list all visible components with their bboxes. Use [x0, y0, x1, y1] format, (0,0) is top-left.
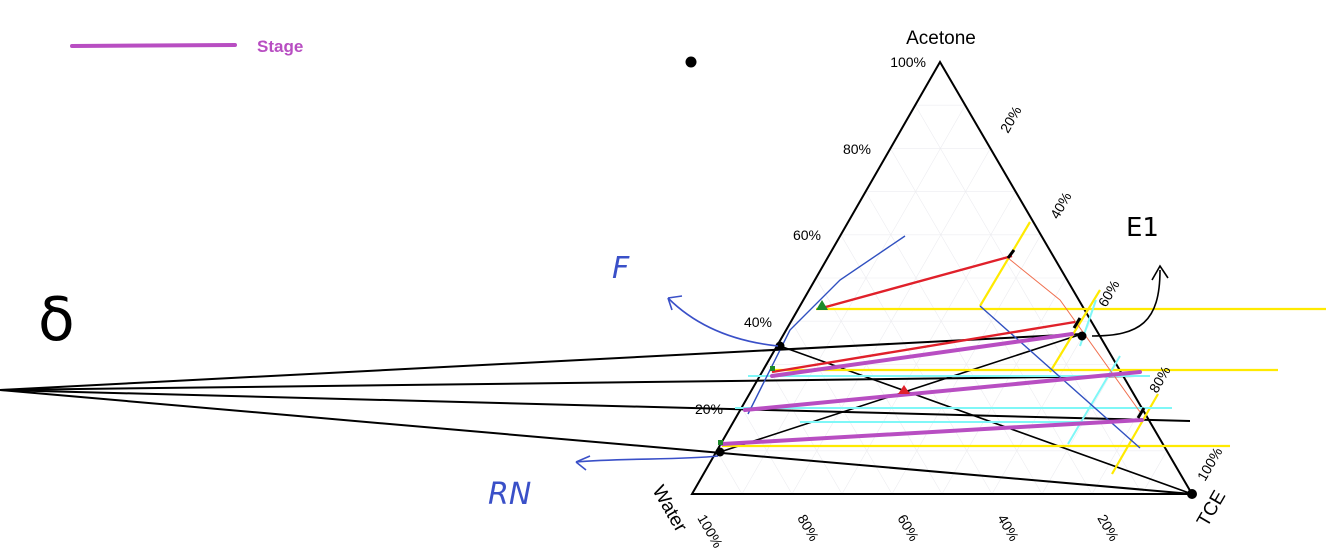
vertex-label-water: Water: [648, 482, 692, 536]
bottom-tick-80: 80%: [794, 512, 822, 544]
vertex-label-tce: TCE: [1193, 487, 1230, 530]
grid-line: [1141, 450, 1168, 495]
ternary-triangle: [690, 60, 1194, 495]
left-tick-60: 60%: [793, 227, 821, 243]
right-tick-100: 100%: [1194, 444, 1226, 483]
operating-lines: [0, 333, 1193, 495]
e1-arrow: [1091, 264, 1169, 337]
right-tick-60: 60%: [1095, 277, 1123, 309]
grid-line: [815, 277, 943, 495]
legend-stage-label: Stage: [257, 37, 303, 56]
delta-pole-label: δ: [38, 285, 75, 355]
raffinate-label-rn: RN: [488, 477, 531, 512]
legend-stage-swatch: [70, 43, 237, 48]
right-tick-80: 80%: [1146, 363, 1174, 395]
grid-line: [1041, 364, 1117, 495]
extract-label-e1: E1: [1126, 213, 1159, 243]
left-tick-80: 80%: [843, 141, 871, 157]
grid-line: [890, 148, 1093, 495]
left-tick-20: 20%: [695, 401, 723, 417]
left-tick-100: 100%: [890, 54, 926, 70]
markers: [685, 56, 1197, 499]
left-tick-40: 40%: [744, 314, 772, 330]
stage-lines: [720, 332, 1144, 446]
bottom-tick-40: 40%: [994, 512, 1022, 544]
grid-line: [766, 364, 843, 495]
vertex-label-acetone: Acetone: [906, 28, 976, 49]
blue-lines: [747, 235, 1141, 449]
bottom-tick-60: 60%: [894, 512, 922, 544]
red-lines: [771, 254, 1076, 374]
grid-line: [716, 450, 743, 495]
grid-line: [914, 105, 1143, 495]
pen-annotations: [575, 295, 779, 471]
bottom-tick-20: 20%: [1094, 512, 1122, 544]
feed-label-f: F: [612, 251, 630, 286]
right-tick-40: 40%: [1047, 189, 1075, 221]
right-tick-20: 20%: [997, 103, 1025, 135]
bottom-tick-100: 100%: [694, 512, 726, 551]
